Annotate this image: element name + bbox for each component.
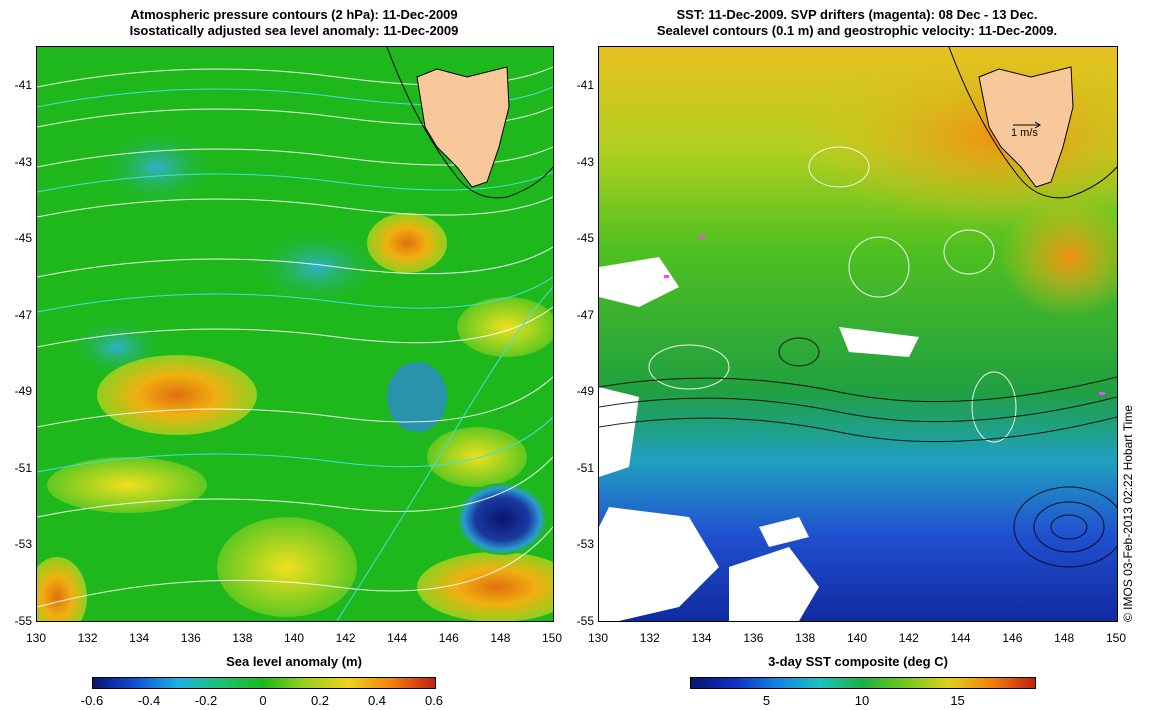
left-x-tick-label: 146 xyxy=(438,631,459,645)
sea-level-colorbar-tick: 0 xyxy=(259,693,267,708)
right-x-tick-label: 148 xyxy=(1054,631,1075,645)
tasmania-landmass-sst xyxy=(978,66,1074,188)
right-x-tick-label: 150 xyxy=(1105,631,1127,645)
right-colorbar-label: 3-day SST composite (deg C) xyxy=(768,654,948,669)
right-x-tick-label: 138 xyxy=(795,631,816,645)
left-x-tick-label: 132 xyxy=(77,631,98,645)
left-y-tick-label: -47 xyxy=(14,307,32,322)
right-y-tick-label: -45 xyxy=(576,231,594,245)
sst-colorbar-tick: 15 xyxy=(950,693,965,708)
right-x-tick-label: 132 xyxy=(639,631,660,645)
sst-colorbar-tick: 5 xyxy=(762,693,771,708)
left-x-tick-label: 150 xyxy=(541,631,563,645)
right-y-tick-label: -53 xyxy=(576,537,594,551)
right-y-tick-label: -43 xyxy=(576,154,594,169)
right-x-tick-label: 142 xyxy=(898,631,919,645)
left-x-tick-label: 138 xyxy=(232,631,253,645)
right-x-tick-label: 130 xyxy=(587,631,609,645)
sst-map: 1 m/s xyxy=(598,46,1118,622)
sea-level-anomaly-map xyxy=(36,46,554,622)
left-y-tick-label: -49 xyxy=(14,384,32,398)
sea-level-colorbar-tick: -0.2 xyxy=(194,693,218,708)
left-y-tick-label: -43 xyxy=(14,154,32,169)
left-title-line2: Isostatically adjusted sea level anomaly… xyxy=(129,23,459,38)
left-x-tick-label: 144 xyxy=(387,631,408,645)
right-x-tick-label: 140 xyxy=(846,631,868,645)
right-y-tick-label: -51 xyxy=(576,460,594,475)
right-y-tick-label: -55 xyxy=(576,613,594,628)
left-y-tick-label: -41 xyxy=(14,78,32,92)
left-x-tick-label: 130 xyxy=(25,631,47,645)
sea-level-colorbar-tick: 0.2 xyxy=(310,693,330,708)
left-y-tick-label: -51 xyxy=(14,460,32,475)
left-y-tick-label: -45 xyxy=(14,231,32,245)
left-title-line1: Atmospheric pressure contours (2 hPa): 1… xyxy=(130,7,458,22)
credit-text: © IMOS 03-Feb-2013 02:22 Hobart Time xyxy=(1121,405,1135,622)
sst-colorbar-tick: 10 xyxy=(854,693,870,708)
right-x-tick-label: 144 xyxy=(950,631,971,645)
sea-level-colorbar-tick: -0.4 xyxy=(137,693,161,708)
right-title-line1: SST: 11-Dec-2009. SVP drifters (magenta)… xyxy=(676,7,1038,22)
left-colorbar-label: Sea level anomaly (m) xyxy=(226,654,362,669)
left-y-tick-label: -55 xyxy=(14,613,32,628)
left-y-tick-label: -53 xyxy=(14,537,32,551)
right-y-tick-label: -49 xyxy=(576,384,594,398)
right-x-tick-label: 136 xyxy=(743,631,764,645)
velocity-scale-label: 1 m/s xyxy=(1011,127,1038,139)
sst-colorbar xyxy=(690,677,1036,689)
left-x-tick-label: 140 xyxy=(283,631,305,645)
right-title-line2: Sealevel contours (0.1 m) and geostrophi… xyxy=(656,23,1058,38)
right-y-tick-label: -41 xyxy=(576,78,594,92)
right-y-tick-label: -47 xyxy=(576,307,594,322)
left-x-tick-label: 136 xyxy=(180,631,201,645)
left-x-tick-label: 148 xyxy=(490,631,511,645)
sea-level-colorbar-tick: 0.4 xyxy=(367,693,387,708)
sea-level-colorbar xyxy=(92,677,436,689)
left-x-tick-label: 142 xyxy=(335,631,356,645)
left-x-tick-label: 134 xyxy=(129,631,150,645)
sea-level-colorbar-tick: -0.6 xyxy=(80,693,104,708)
right-x-tick-label: 134 xyxy=(691,631,712,645)
tasmania-landmass xyxy=(416,66,510,188)
right-x-tick-label: 146 xyxy=(1002,631,1023,645)
sea-level-colorbar-tick: 0.6 xyxy=(424,693,444,708)
